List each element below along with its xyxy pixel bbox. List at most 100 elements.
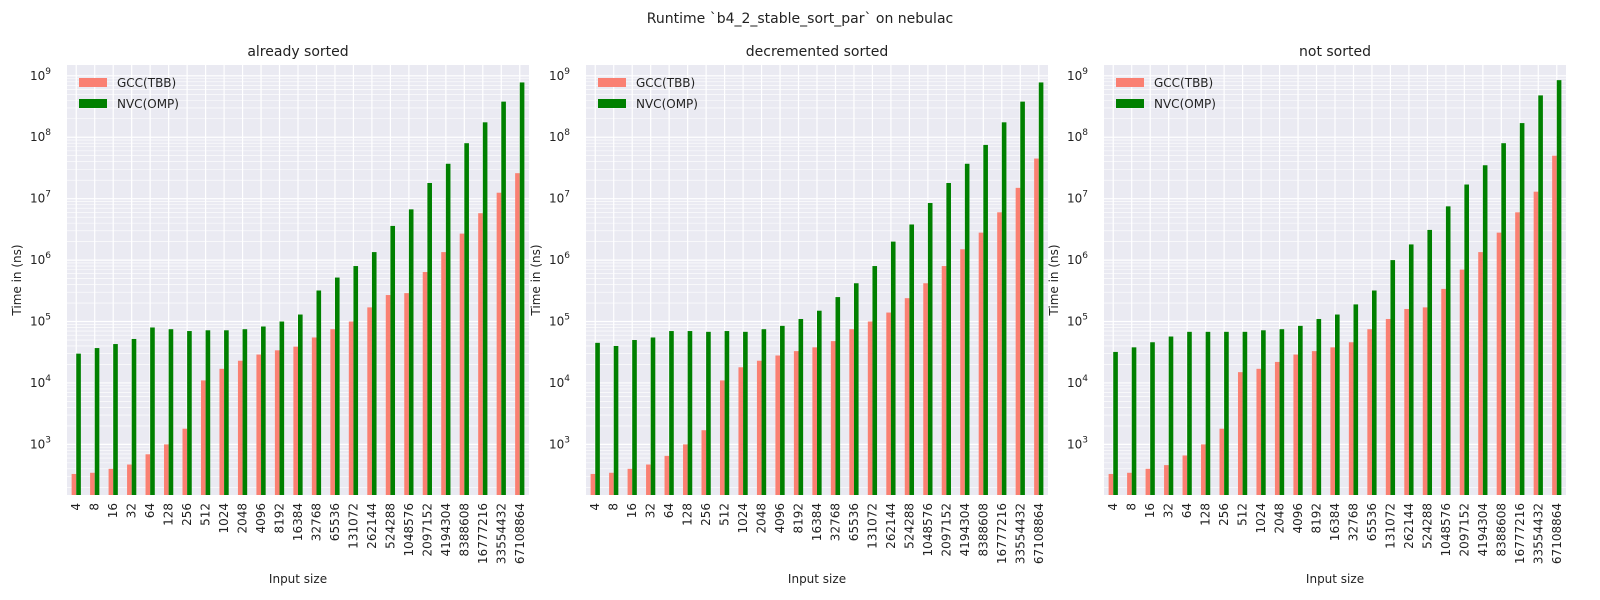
bar-gcc-tbb-33554432 — [496, 192, 502, 495]
x-tick-label: 4194304 — [958, 503, 972, 556]
x-tick-label: 33554432 — [1013, 503, 1027, 564]
x-tick-label: 16384 — [291, 503, 305, 541]
bar-nvc-omp-16384 — [817, 310, 822, 495]
x-tick-label: 131072 — [1383, 503, 1397, 549]
y-tick-label: 104 — [30, 374, 51, 390]
bar-nvc-omp-256 — [706, 331, 711, 495]
bar-nvc-omp-16 — [113, 344, 118, 495]
bar-gcc-tbb-32 — [127, 464, 132, 495]
bar-nvc-omp-16 — [632, 340, 637, 495]
bar-gcc-tbb-8192 — [1311, 351, 1317, 495]
bar-nvc-omp-64 — [150, 327, 155, 495]
bar-nvc-omp-1048576 — [927, 203, 933, 495]
x-tick-label: 65536 — [847, 503, 861, 541]
bar-gcc-tbb-16384 — [1330, 347, 1335, 495]
bar-nvc-omp-33554432 — [1538, 95, 1543, 496]
panels: 4 8 16 32 64 128 256 512 1024 2048 4096 8192 16384 32… — [10, 44, 1566, 586]
x-tick-label: 65536 — [328, 503, 342, 541]
bar-nvc-omp-2048 — [242, 329, 248, 495]
x-tick-label: 32 — [1162, 503, 1176, 518]
bar-nvc-omp-16777216 — [482, 122, 488, 495]
x-tick-label: 1024 — [736, 503, 750, 534]
y-tick-exponent: 6 — [564, 251, 570, 261]
bar-gcc-tbb-16777216 — [1515, 212, 1520, 495]
bar-nvc-omp-128 — [1205, 331, 1211, 495]
legend-swatch-nvc-omp — [598, 99, 626, 108]
bar-gcc-tbb-2097152 — [941, 266, 947, 495]
y-tick-exponent: 9 — [1082, 67, 1088, 77]
x-tick-label: 16 — [106, 503, 120, 518]
y-tick-exponent: 8 — [45, 128, 51, 138]
bar-nvc-omp-33554432 — [1020, 101, 1025, 496]
x-tick-label: 131072 — [865, 503, 879, 549]
bar-gcc-tbb-16384 — [293, 346, 298, 495]
y-tick-exponent: 7 — [1082, 190, 1088, 200]
bar-gcc-tbb-4194304 — [441, 252, 446, 495]
legend-label: GCC(TBB) — [636, 76, 695, 90]
bar-gcc-tbb-8 — [609, 472, 614, 495]
y-axis-label: Time in (ns) — [1047, 244, 1061, 316]
bar-gcc-tbb-32768 — [830, 341, 836, 495]
x-tick-label: 8192 — [1310, 503, 1324, 534]
bar-nvc-omp-64 — [669, 331, 674, 495]
x-tick-label: 32768 — [309, 503, 323, 541]
x-tick-label: 32 — [125, 503, 139, 518]
x-tick-label: 1048576 — [1439, 503, 1453, 556]
bar-nvc-omp-4096 — [780, 325, 785, 495]
bar-nvc-omp-32 — [1168, 336, 1174, 495]
x-tick-label: 32 — [644, 503, 658, 518]
y-tick-exponent: 5 — [45, 313, 51, 323]
x-tick-label: 262144 — [884, 503, 898, 549]
y-tick-label: 109 — [1067, 67, 1088, 83]
bar-nvc-omp-32768 — [835, 297, 841, 495]
x-tick-label: 8388608 — [457, 503, 471, 556]
bar-nvc-omp-1024 — [224, 330, 229, 495]
bar-nvc-omp-16384 — [298, 314, 303, 495]
bar-gcc-tbb-16 — [627, 468, 633, 495]
x-tick-label: 4194304 — [1476, 503, 1490, 556]
bar-nvc-omp-512 — [1242, 331, 1248, 495]
bar-gcc-tbb-1048576 — [1441, 288, 1446, 495]
bar-gcc-tbb-4 — [590, 473, 596, 495]
bar-nvc-omp-8388608 — [464, 143, 469, 495]
bar-gcc-tbb-512 — [719, 380, 725, 495]
y-tick-labels: 103 104 105 106 107 108 109 — [1067, 67, 1088, 452]
x-tick-label: 8192 — [273, 503, 287, 534]
y-tick-label: 107 — [549, 190, 570, 206]
bar-nvc-omp-1024 — [1261, 330, 1266, 495]
x-tick-label: 16384 — [810, 503, 824, 541]
chart-panel-1: 4 8 16 32 64 128 256 512 1024 2048 4096 8192 16384 32… — [10, 44, 529, 586]
y-tick-exponent: 9 — [45, 67, 51, 77]
bar-gcc-tbb-262144 — [886, 312, 891, 495]
bar-nvc-omp-4 — [595, 342, 600, 495]
bar-gcc-tbb-256 — [182, 428, 188, 495]
bar-gcc-tbb-128 — [164, 444, 169, 495]
bar-nvc-omp-2097152 — [427, 182, 432, 495]
x-tick-label: 2048 — [1273, 503, 1287, 534]
bar-nvc-omp-16384 — [1335, 314, 1340, 495]
legend-swatch-nvc-omp — [79, 99, 107, 108]
bar-nvc-omp-32 — [650, 337, 656, 495]
x-tick-label: 67108864 — [513, 503, 527, 564]
y-tick-label: 109 — [30, 67, 51, 83]
bar-nvc-omp-256 — [187, 331, 192, 495]
bar-nvc-omp-2097152 — [1464, 184, 1469, 495]
bar-nvc-omp-524288 — [909, 224, 915, 495]
x-tick-label: 131072 — [346, 503, 360, 549]
bar-nvc-omp-2048 — [761, 329, 767, 495]
bar-nvc-omp-8 — [1131, 347, 1137, 495]
y-tick-label: 108 — [549, 128, 570, 144]
x-tick-label: 33554432 — [1531, 503, 1545, 564]
x-tick-label: 1024 — [217, 503, 231, 534]
bar-gcc-tbb-8192 — [274, 350, 280, 495]
y-tick-label: 103 — [549, 435, 570, 451]
y-tick-exponent: 6 — [1082, 251, 1088, 261]
bar-gcc-tbb-67108864 — [1552, 155, 1557, 496]
bar-gcc-tbb-128 — [1201, 444, 1206, 495]
bars — [1108, 80, 1562, 496]
bar-gcc-tbb-67108864 — [515, 173, 520, 495]
x-tick-label: 4 — [1106, 503, 1120, 511]
y-tick-label: 104 — [549, 374, 570, 390]
bar-gcc-tbb-131072 — [1385, 318, 1391, 495]
x-tick-label: 128 — [1199, 503, 1213, 526]
